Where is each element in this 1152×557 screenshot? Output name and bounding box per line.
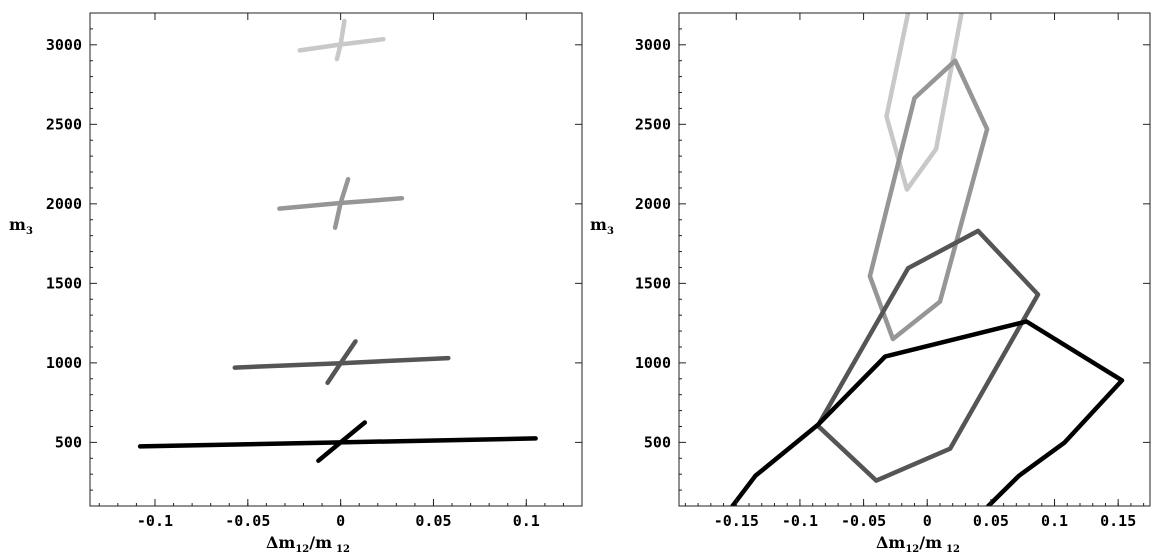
- right-y-tick-label: 1000: [635, 354, 671, 372]
- left-series-2-segment-1: [325, 339, 358, 386]
- right-x-tick-label: 0.15: [1100, 512, 1136, 530]
- right-panel: -0.15 -0.1 -0.05 0 0.05 0.1 0.15 500 1000 1500 20…: [590, 12, 1151, 555]
- right-y-tick-label: 3000: [635, 36, 671, 54]
- right-y-tick-label: 2000: [635, 195, 671, 213]
- right-y-ticks: 500 1000 1500 2000 2500 3000: [635, 12, 1150, 507]
- left-x-ticks: -0.1 -0.05 0 0.05 0.1: [98, 13, 583, 530]
- left-plot-frame: [89, 12, 583, 507]
- right-x-ticks: -0.15 -0.1 -0.05 0 0.05 0.1 0.15: [684, 13, 1145, 530]
- left-y-tick-label: 2500: [46, 115, 82, 133]
- left-series-1-segment-1: [332, 176, 351, 230]
- left-x-tick-label: 0.05: [415, 512, 451, 530]
- right-x-tick-label: 0.05: [973, 512, 1009, 530]
- right-series-0-segment-0: [884, 13, 964, 192]
- left-x-tick-label: -0.1: [137, 512, 173, 530]
- left-x-tick-label: 0.1: [513, 512, 540, 530]
- left-panel: -0.1 -0.05 0 0.05 0.1 500 1000 1500 2000 2500 300…: [9, 12, 583, 555]
- left-series-3-segment-1: [316, 420, 368, 463]
- right-x-tick-label: -0.15: [714, 512, 759, 530]
- right-x-tick-label: 0.1: [1041, 512, 1068, 530]
- right-y-tick-label: 2500: [635, 115, 671, 133]
- right-series-3-segment-0: [730, 319, 1125, 506]
- right-series-2-segment-0: [815, 228, 1041, 483]
- left-y-tick-label: 1000: [46, 354, 82, 372]
- left-y-tick-label: 1500: [46, 274, 82, 292]
- right-x-axis-label: Δm12/m 12: [876, 533, 960, 555]
- left-y-ticks: 500 1000 1500 2000 2500 3000: [46, 12, 582, 507]
- right-x-tick-label: -0.05: [841, 512, 886, 530]
- left-x-axis-label: Δm12/m 12: [266, 533, 350, 555]
- right-x-tick-label: -0.1: [782, 512, 818, 530]
- right-plot-frame: [678, 12, 1151, 507]
- right-y-tick-label: 1500: [635, 274, 671, 292]
- right-x-tick-label: 0: [923, 512, 932, 530]
- right-y-tick-label: 500: [644, 433, 671, 451]
- right-curves: [730, 13, 1125, 506]
- right-series-1-segment-0: [867, 58, 990, 342]
- right-y-axis-label: m3: [590, 215, 614, 237]
- left-x-tick-label: -0.05: [225, 512, 270, 530]
- left-x-tick-label: 0: [336, 512, 345, 530]
- left-y-tick-label: 2000: [46, 195, 82, 213]
- left-y-tick-label: 3000: [46, 36, 82, 54]
- left-curves: [137, 18, 538, 463]
- left-y-tick-label: 500: [55, 433, 82, 451]
- left-y-axis-label: m3: [9, 215, 33, 237]
- left-series-0-segment-1: [334, 18, 347, 62]
